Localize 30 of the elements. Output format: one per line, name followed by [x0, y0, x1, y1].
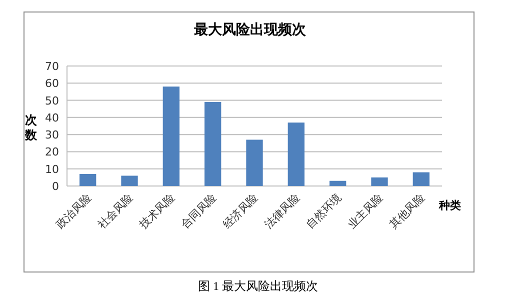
- caption: 图 1 最大风险出现频次: [198, 279, 318, 293]
- bar: [246, 140, 263, 186]
- bar: [412, 172, 430, 186]
- y-tick-label: 10: [45, 162, 59, 176]
- bar: [330, 180, 346, 186]
- y-tick-label: 20: [45, 146, 59, 159]
- y-tick-label: 50: [45, 94, 59, 108]
- x-tick-label: 合同风险: [178, 190, 219, 232]
- x-tick-label: 经济风险: [220, 190, 261, 232]
- bar: [204, 102, 222, 186]
- chart-title: 最大风险出现频次: [193, 22, 307, 38]
- bar: [80, 174, 96, 186]
- bar: [371, 177, 388, 186]
- y-tick-label: 0: [52, 180, 59, 193]
- y-tick-label: 70: [45, 60, 59, 73]
- x-axis-title: 种类: [438, 199, 461, 212]
- x-tick-label: 自然环境: [304, 190, 344, 232]
- y-axis-title: 次数: [24, 113, 38, 142]
- x-tick-label: 技术风险: [136, 190, 178, 232]
- bar: [121, 176, 138, 186]
- bar: [162, 86, 180, 186]
- y-tick-label: 30: [45, 128, 59, 142]
- x-tick-label: 业主风险: [345, 190, 386, 232]
- y-tick-label: 40: [45, 111, 59, 124]
- bar: [288, 122, 304, 186]
- x-tick-label: 其他风险: [386, 190, 428, 232]
- y-tick-label: 60: [45, 77, 59, 90]
- x-tick-label: 法律风险: [262, 190, 302, 232]
- x-tick-label: 社会风险: [95, 190, 136, 232]
- x-tick-label: 政治风险: [54, 192, 94, 232]
